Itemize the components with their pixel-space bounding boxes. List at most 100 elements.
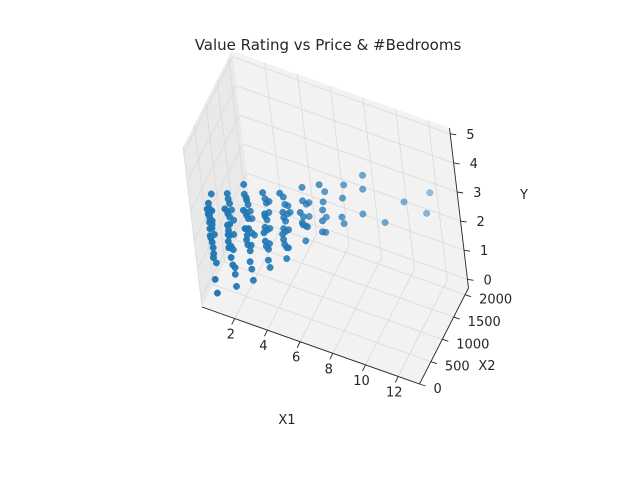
data-point bbox=[319, 198, 327, 206]
y-tick-label: 1500 bbox=[468, 315, 501, 330]
z-tick-mark bbox=[467, 278, 474, 281]
gridline-z-side bbox=[183, 56, 234, 154]
gridline-z-back bbox=[246, 172, 465, 251]
gridline-z-side bbox=[193, 143, 244, 241]
gridline-y-wall bbox=[182, 146, 203, 308]
x-tick-label: 8 bbox=[325, 362, 333, 377]
data-point bbox=[318, 228, 326, 236]
z-tick-label: 3 bbox=[473, 186, 481, 201]
data-point bbox=[261, 210, 269, 218]
floor-pane bbox=[202, 211, 469, 384]
chart-gridlines bbox=[182, 56, 468, 385]
z-tick-mark bbox=[453, 162, 460, 165]
chart-points bbox=[203, 171, 434, 297]
gridline-y-floor bbox=[213, 284, 432, 363]
data-point bbox=[227, 254, 235, 261]
gridline-x-wall bbox=[297, 74, 317, 235]
gridline-y-wall bbox=[216, 79, 237, 241]
gridline-z-side bbox=[197, 172, 247, 270]
data-point bbox=[204, 199, 212, 207]
data-point bbox=[246, 258, 254, 266]
z-tick-label: 5 bbox=[466, 128, 474, 143]
x-tick-label: 12 bbox=[386, 385, 403, 400]
x-tick-mark bbox=[329, 353, 334, 360]
x-tick-mark bbox=[296, 341, 301, 348]
y-tick-label: 500 bbox=[445, 360, 470, 375]
y-tick-mark bbox=[419, 383, 426, 387]
data-point bbox=[381, 219, 389, 226]
data-point bbox=[206, 225, 214, 233]
data-point bbox=[203, 205, 211, 213]
data-point bbox=[319, 217, 326, 225]
x-tick-label: 2 bbox=[227, 328, 235, 343]
data-point bbox=[261, 237, 269, 245]
data-point bbox=[279, 230, 287, 238]
gridline-z-side bbox=[200, 202, 251, 299]
data-point bbox=[213, 289, 221, 297]
z-tick-mark bbox=[463, 249, 471, 252]
y-tick-label: 0 bbox=[434, 382, 442, 397]
data-point bbox=[206, 218, 214, 226]
data-point bbox=[319, 206, 327, 214]
data-point bbox=[240, 190, 248, 198]
data-point bbox=[266, 264, 274, 271]
gridline-y-wall bbox=[205, 102, 226, 263]
data-point bbox=[248, 265, 256, 273]
data-point bbox=[229, 261, 237, 269]
x-tick-label: 10 bbox=[353, 374, 370, 389]
data-point bbox=[298, 183, 306, 191]
y-tick-mark bbox=[442, 338, 449, 342]
z-tick-label: 1 bbox=[480, 244, 488, 259]
data-point bbox=[223, 190, 231, 197]
z-axis-line bbox=[449, 127, 469, 289]
data-point bbox=[423, 209, 431, 217]
data-point bbox=[264, 256, 272, 264]
gridline-x-floor bbox=[365, 268, 415, 366]
data-point bbox=[210, 254, 217, 262]
data-point bbox=[207, 190, 215, 198]
data-point bbox=[299, 197, 306, 205]
x-tick-label: 6 bbox=[292, 351, 300, 366]
x-tick-mark bbox=[264, 329, 268, 337]
x-tick-mark bbox=[362, 364, 366, 372]
y-tick-mark bbox=[464, 294, 472, 298]
gridline-x-floor bbox=[332, 257, 383, 354]
gridline-z-back bbox=[239, 114, 458, 193]
gridline-z-back bbox=[232, 56, 451, 135]
data-point bbox=[400, 198, 408, 206]
side-wall-pane bbox=[183, 51, 251, 307]
x-tick-mark bbox=[394, 376, 399, 383]
y-axis-label: X2 bbox=[478, 359, 495, 374]
x-axis-label: X1 bbox=[278, 413, 295, 428]
data-point bbox=[206, 232, 214, 240]
z-tick-label: 4 bbox=[470, 157, 478, 172]
data-point bbox=[233, 282, 240, 290]
data-point bbox=[260, 229, 268, 237]
gridline-x-wall bbox=[427, 120, 448, 281]
data-point bbox=[259, 189, 267, 197]
gridline-x-wall bbox=[329, 85, 350, 246]
data-point bbox=[276, 189, 284, 197]
z-axis-label: Y bbox=[519, 188, 528, 203]
data-point bbox=[239, 206, 247, 214]
data-point bbox=[246, 247, 254, 255]
data-point bbox=[296, 209, 304, 216]
data-point bbox=[261, 195, 269, 203]
chart-title: Value Rating vs Price & #Bedrooms bbox=[195, 36, 462, 54]
data-point bbox=[211, 275, 219, 283]
x-tick-label: 4 bbox=[259, 339, 267, 354]
gridline-y-floor bbox=[236, 239, 454, 318]
data-point bbox=[359, 210, 367, 218]
data-point bbox=[302, 237, 310, 245]
y-tick-label: 1000 bbox=[456, 337, 489, 352]
data-point bbox=[359, 185, 367, 193]
z-tick-mark bbox=[457, 191, 464, 194]
gridline-z-side bbox=[186, 85, 237, 183]
data-point bbox=[281, 200, 289, 208]
data-point bbox=[231, 270, 239, 278]
y-tick-mark bbox=[453, 316, 460, 320]
x-tick-mark bbox=[231, 318, 236, 325]
data-point bbox=[340, 181, 348, 189]
data-point bbox=[224, 231, 232, 239]
